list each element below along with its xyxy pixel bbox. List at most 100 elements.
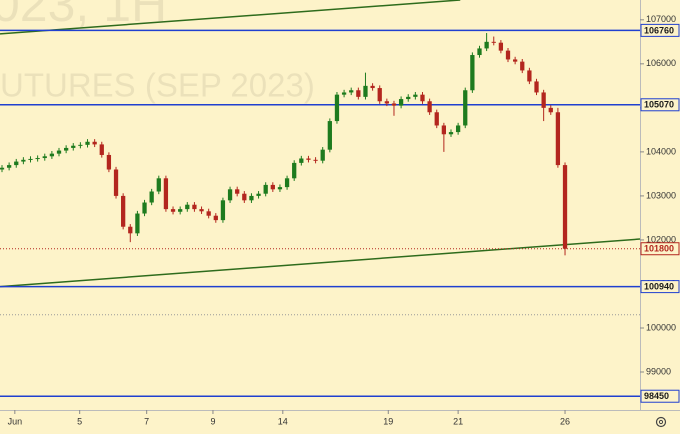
candle-body <box>534 81 539 93</box>
candle-body <box>320 149 325 161</box>
candle-body <box>398 99 404 106</box>
gear-center <box>658 419 664 425</box>
candle-body <box>370 85 375 89</box>
candle-body <box>213 215 218 221</box>
candle-body <box>548 107 553 113</box>
trend-line <box>0 0 461 35</box>
candle-body <box>28 158 33 160</box>
candle-body <box>356 90 361 97</box>
candle-body <box>306 158 311 160</box>
candle-body <box>163 178 169 210</box>
x-tick-label: 26 <box>560 416 570 426</box>
candle-body <box>299 158 304 163</box>
candle-body <box>441 125 447 135</box>
candle-body <box>349 90 354 93</box>
price-level-box <box>640 280 680 294</box>
price-level-box <box>640 23 680 37</box>
candle-body <box>277 187 283 190</box>
candle-body <box>555 112 561 166</box>
candle-body <box>49 153 55 157</box>
candle-body <box>121 195 126 227</box>
candle-body <box>470 55 475 91</box>
last-price-label: 101800 <box>644 244 674 254</box>
candle-body <box>113 169 119 196</box>
candle-body <box>420 94 425 102</box>
candle-body <box>463 90 468 126</box>
candle-body <box>377 88 382 102</box>
candle-body <box>520 61 525 71</box>
candle-body <box>448 132 454 135</box>
trend-line <box>0 238 640 288</box>
plot: 023, 1H UTURES (SEP 2023) <box>0 0 640 397</box>
candle-body <box>363 85 368 97</box>
candle-body <box>71 145 76 148</box>
candle-body <box>263 184 268 194</box>
candle-body <box>455 125 461 133</box>
candle-body <box>135 213 140 234</box>
candle-body <box>334 94 340 122</box>
candle-body <box>406 96 411 100</box>
price-level-label: 105070 <box>644 100 674 110</box>
candle-body <box>21 159 26 162</box>
candle-body <box>14 161 19 166</box>
candle-body <box>341 92 347 95</box>
candle-body <box>64 147 69 151</box>
candle-body <box>178 209 183 212</box>
candle-body <box>85 141 90 145</box>
candle-body <box>313 159 318 161</box>
candle-body <box>206 211 211 216</box>
x-tick-label: 19 <box>383 416 393 426</box>
price-level-label: 100940 <box>644 281 674 291</box>
x-tick-label: Jun <box>8 416 23 426</box>
candle-body <box>227 189 233 201</box>
candle-body <box>434 112 439 126</box>
y-tick-label: 100000 <box>646 322 676 332</box>
candle-body <box>185 204 190 210</box>
candle-body <box>562 165 568 249</box>
price-level-label: 98450 <box>644 391 669 401</box>
candle-body <box>56 150 62 154</box>
candle-body <box>498 42 504 51</box>
candle-body <box>6 165 12 168</box>
candle-body <box>256 193 261 196</box>
candle-body <box>142 202 147 214</box>
candle-body <box>512 59 518 62</box>
x-tick-label: 5 <box>77 416 82 426</box>
candle-body <box>99 144 104 155</box>
candle-body <box>235 189 240 194</box>
settings-icon[interactable] <box>655 416 667 428</box>
candle-body <box>92 141 97 145</box>
price-level-box <box>640 98 680 112</box>
candle-body <box>220 200 226 221</box>
candle-body <box>170 209 176 212</box>
y-tick-label: 102000 <box>646 234 676 244</box>
candle-body <box>384 101 389 104</box>
candle-body <box>413 94 418 97</box>
y-tick-label: 99000 <box>646 366 671 376</box>
price-level-label: 106760 <box>644 25 674 35</box>
candle-body <box>484 41 489 49</box>
y-tick-label: 104000 <box>646 146 676 156</box>
candle-body <box>491 41 496 43</box>
candle-body <box>106 154 112 170</box>
candle-body <box>78 144 83 146</box>
candle-body <box>541 92 546 108</box>
candle-body <box>292 162 297 179</box>
candle-body <box>128 226 133 234</box>
candle-body <box>199 209 204 212</box>
y-tick-label: 103000 <box>646 190 676 200</box>
candle-body <box>327 121 332 150</box>
price-level-box <box>640 389 680 403</box>
watermark: 023, 1H <box>0 0 167 32</box>
x-tick-label: 14 <box>278 416 288 426</box>
x-tick-label: 21 <box>453 416 463 426</box>
candle-body <box>427 101 432 113</box>
candle-body <box>270 184 275 190</box>
y-tick-label: 107000 <box>646 14 676 24</box>
gear <box>655 416 667 428</box>
candle-body <box>242 193 247 201</box>
candle-body <box>35 158 40 160</box>
last-price-box <box>640 242 680 256</box>
